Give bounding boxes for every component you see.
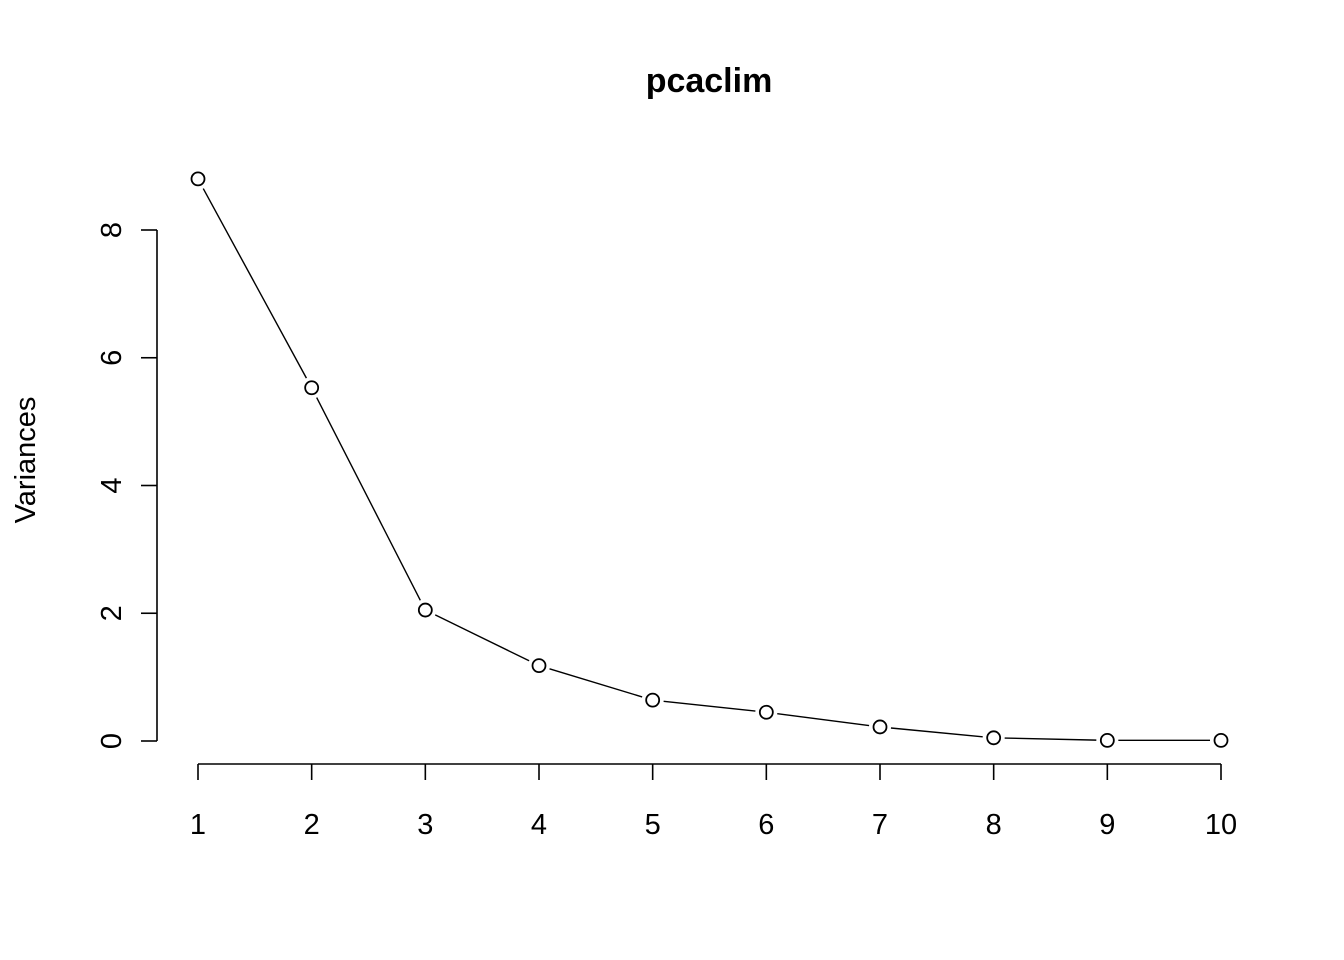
chart-title: pcaclim — [646, 62, 773, 100]
data-point — [872, 719, 888, 735]
y-axis-label: Variances — [10, 397, 42, 524]
plot-area — [190, 171, 1229, 748]
y-axis: 0 2 4 6 8 — [96, 222, 158, 749]
data-point — [986, 730, 1002, 746]
data-point — [417, 602, 433, 618]
x-tick-label: 1 — [190, 809, 206, 841]
y-tick-label: 2 — [96, 605, 128, 621]
y-tick-label: 0 — [96, 733, 128, 749]
data-point — [1099, 732, 1115, 748]
x-tick-label: 3 — [417, 809, 433, 841]
x-tick-label: 5 — [645, 809, 661, 841]
series-line-segment — [316, 397, 421, 601]
x-tick-label: 4 — [531, 809, 547, 841]
series-line-segment — [1004, 737, 1097, 741]
series-line-segment — [663, 700, 756, 712]
y-tick-label: 8 — [96, 222, 128, 238]
data-point — [190, 171, 206, 187]
data-point — [1213, 732, 1229, 748]
x-tick-label: 8 — [986, 809, 1002, 841]
data-point — [645, 692, 661, 708]
series-line-segment — [549, 668, 643, 698]
x-tick-label: 10 — [1205, 809, 1237, 841]
x-tick-label: 2 — [304, 809, 320, 841]
x-axis: 1 2 3 4 5 6 7 8 9 10 — [190, 763, 1237, 841]
y-tick-label: 4 — [96, 477, 128, 493]
data-point — [531, 658, 547, 674]
y-tick-label: 6 — [96, 350, 128, 366]
series-line-segment — [202, 188, 308, 379]
x-tick-label: 9 — [1099, 809, 1115, 841]
data-point — [304, 380, 320, 396]
data-point — [758, 704, 774, 720]
x-tick-label: 7 — [872, 809, 888, 841]
series-line-segment — [777, 712, 870, 727]
series-line-segment — [890, 727, 983, 738]
x-tick-label: 6 — [758, 809, 774, 841]
series-line-segment — [434, 614, 530, 662]
